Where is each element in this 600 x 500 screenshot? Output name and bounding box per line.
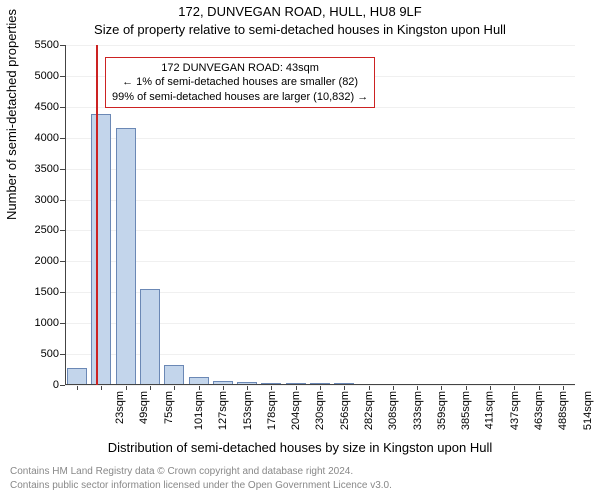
y-axis-line — [65, 45, 66, 385]
ytick-label: 4000 — [35, 132, 65, 144]
grid-line — [65, 261, 575, 262]
x-axis-label: Distribution of semi-detached houses by … — [0, 440, 600, 455]
xtick-label: 437sqm — [509, 391, 521, 430]
xtick-label: 308sqm — [387, 391, 399, 430]
grid-line — [65, 385, 575, 386]
grid-line — [65, 169, 575, 170]
xtick-label: 411sqm — [484, 391, 496, 429]
xtick-label: 333sqm — [412, 391, 424, 430]
bar — [140, 289, 160, 385]
bar — [164, 365, 184, 385]
ytick-label: 2000 — [35, 255, 65, 267]
bar — [116, 128, 136, 385]
ytick-label: 0 — [53, 379, 65, 391]
xtick-label: 23sqm — [114, 391, 126, 424]
footer-copyright-2: Contains public sector information licen… — [10, 480, 392, 491]
bar — [91, 114, 111, 385]
xtick-label: 359sqm — [436, 391, 448, 430]
xtick-label: 385sqm — [460, 391, 472, 430]
ytick-label: 2500 — [35, 224, 65, 236]
chart-subtitle: Size of property relative to semi-detach… — [0, 22, 600, 37]
bar — [67, 368, 87, 385]
xtick-label: 256sqm — [339, 391, 351, 430]
ytick-label: 3500 — [35, 163, 65, 175]
xtick-label: 127sqm — [217, 391, 229, 430]
plot-area: 0500100015002000250030003500400045005000… — [65, 45, 575, 385]
annotation-line-2: ← 1% of semi-detached houses are smaller… — [112, 75, 368, 89]
grid-line — [65, 200, 575, 201]
x-axis-line — [65, 384, 575, 385]
ytick-label: 1500 — [35, 286, 65, 298]
ytick-label: 5000 — [35, 70, 65, 82]
xtick-label: 230sqm — [315, 391, 327, 430]
xtick-label: 178sqm — [266, 391, 278, 430]
ytick-label: 1000 — [35, 317, 65, 329]
xtick-label: 101sqm — [193, 391, 205, 430]
xtick-label: 488sqm — [557, 391, 569, 430]
annotation-box: 172 DUNVEGAN ROAD: 43sqm← 1% of semi-det… — [105, 57, 375, 108]
ytick-label: 4500 — [35, 101, 65, 113]
xtick-label: 204sqm — [290, 391, 302, 430]
reference-line — [96, 45, 98, 385]
xtick-label: 153sqm — [242, 391, 254, 430]
grid-line — [65, 45, 575, 46]
ytick-label: 5500 — [35, 39, 65, 51]
ytick-label: 3000 — [35, 194, 65, 206]
annotation-line-1: 172 DUNVEGAN ROAD: 43sqm — [112, 61, 368, 75]
grid-line — [65, 230, 575, 231]
chart-title: 172, DUNVEGAN ROAD, HULL, HU8 9LF — [0, 4, 600, 19]
xtick-label: 463sqm — [533, 391, 545, 430]
annotation-line-3: 99% of semi-detached houses are larger (… — [112, 90, 368, 104]
xtick-label: 49sqm — [138, 391, 150, 424]
ytick-label: 500 — [41, 348, 65, 360]
grid-line — [65, 138, 575, 139]
xtick-label: 75sqm — [163, 391, 175, 424]
xtick-label: 514sqm — [582, 391, 594, 430]
xtick-label: 282sqm — [363, 391, 375, 430]
footer-copyright-1: Contains HM Land Registry data © Crown c… — [10, 466, 353, 477]
y-axis-label: Number of semi-detached properties — [4, 9, 19, 220]
